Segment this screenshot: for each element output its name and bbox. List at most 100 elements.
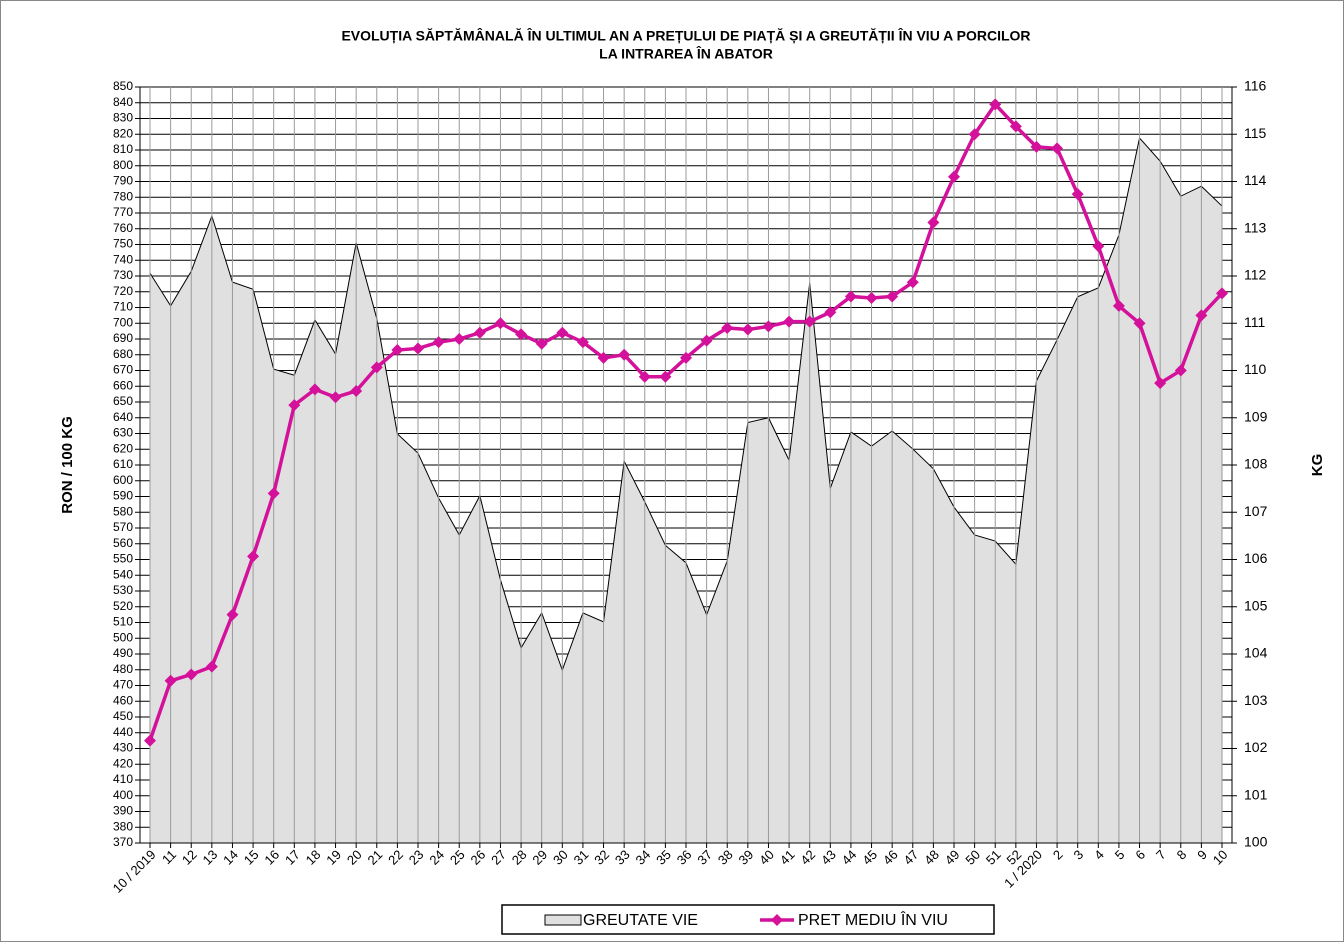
y-tick-label: 610 [113,457,133,471]
y-tick-label: 790 [113,174,133,188]
y-tick-label: 600 [113,473,133,487]
y-tick-label: 840 [113,95,133,109]
y-tick-label: 700 [113,315,133,329]
y-tick-label: 800 [113,158,133,172]
y-tick-label: 510 [113,615,133,629]
y-tick-label: 520 [113,599,133,613]
marker [700,334,713,347]
marker [308,383,321,396]
y-tick-label: 720 [113,284,133,298]
y2-tick-label: 103 [1244,692,1268,708]
y-tick-label: 470 [113,678,133,692]
legend-label: GREUTATE VIE [583,912,698,929]
y-tick-label: 560 [113,536,133,550]
marker [1154,377,1167,390]
y-tick-label: 670 [113,363,133,377]
marker [1112,299,1125,312]
y2-tick-label: 112 [1244,267,1267,283]
marker [844,290,857,303]
y2-tick-label: 113 [1244,219,1267,235]
marker [556,326,569,339]
y2-tick-label: 114 [1244,172,1267,188]
marker [329,391,342,404]
marker [1174,364,1187,377]
marker [288,399,301,412]
chart-title: LA INTRAREA ÎN ABATOR [599,45,773,62]
y2-tick-label: 104 [1244,645,1268,661]
marker [803,315,816,328]
marker [432,336,445,349]
marker [865,292,878,305]
marker [968,128,981,141]
y-tick-label: 850 [113,79,133,93]
marker [535,337,548,350]
marker [989,98,1002,111]
y-tick-label: 680 [113,347,133,361]
marker [453,333,466,345]
marker [1092,240,1105,253]
y-tick-label: 490 [113,646,133,660]
y2-tick-label: 116 [1244,78,1267,94]
marker [412,342,424,355]
y-tick-label: 480 [113,662,133,676]
marker [1051,142,1064,155]
marker [1071,188,1084,201]
y-tick-label: 400 [113,788,133,802]
y2-tick-label: 107 [1244,503,1268,519]
chart-title: EVOLUȚIA SĂPTĂMÂNALĂ ÎN ULTIMUL AN A PRE… [341,27,1030,44]
y-tick-label: 370 [113,835,133,849]
y-tick-label: 540 [113,567,133,581]
y-tick-label: 710 [113,300,133,314]
y2-tick-label: 111 [1244,314,1265,330]
y-tick-label: 580 [113,504,133,518]
y-tick-label: 430 [113,741,133,755]
y-tick-label: 440 [113,725,133,739]
marker [391,344,404,357]
legend-marker [771,914,783,926]
marker [576,336,589,349]
marker [247,550,260,563]
y-tick-label: 450 [113,709,133,723]
y-tick-label: 410 [113,772,133,786]
marker [680,351,692,364]
marker [370,361,383,374]
y-tick-label: 810 [113,142,133,156]
y2-tick-label: 102 [1244,739,1268,755]
marker [783,315,796,328]
marker [1030,140,1043,153]
marker [144,734,156,747]
marker [267,487,280,500]
marker [226,608,239,621]
y2-tick-label: 108 [1244,456,1268,472]
marker [906,276,919,289]
marker [886,290,899,303]
marker [927,216,940,229]
marker [948,170,960,183]
y2-tick-label: 109 [1244,408,1268,424]
y-tick-label: 630 [113,426,133,440]
y-axis-label: RON / 100 KG [59,416,76,514]
marker [473,326,486,339]
marker [164,674,177,687]
y2-tick-label: 110 [1244,361,1267,377]
marker [824,306,837,319]
y-tick-label: 620 [113,441,133,455]
y2-axis-label: KG [1309,454,1326,477]
marker [494,317,507,330]
y-tick-label: 500 [113,630,133,644]
y-tick-label: 770 [113,205,133,219]
y-tick-label: 760 [113,221,133,235]
legend-swatch [544,914,582,926]
marker [659,370,672,383]
marker [350,384,363,397]
y-tick-label: 650 [113,394,133,408]
y-tick-label: 590 [113,489,133,503]
y-tick-label: 550 [113,552,133,566]
y-tick-label: 570 [113,520,133,534]
marker [1195,309,1208,322]
marker [1133,317,1146,330]
y2-tick-label: 105 [1244,597,1268,613]
y-tick-label: 640 [113,410,133,424]
y2-tick-label: 100 [1244,834,1268,850]
